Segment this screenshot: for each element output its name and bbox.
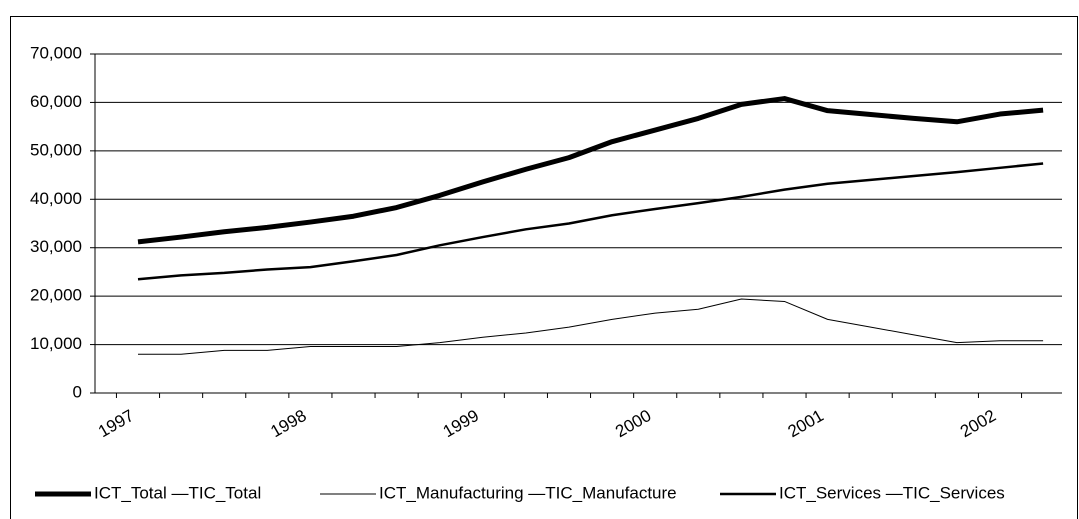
series-line	[138, 298, 1044, 355]
y-tick-label: 60,000	[30, 92, 82, 111]
y-tick-label: 70,000	[30, 43, 82, 62]
legend-label: ICT_Services —TIC_Services	[779, 483, 1005, 502]
legend-label: ICT_Total —TIC_Total	[94, 483, 261, 502]
y-tick-label: 10,000	[30, 334, 82, 353]
y-tick-label: 30,000	[30, 237, 82, 256]
y-tick-label: 20,000	[30, 286, 82, 305]
series-line	[137, 162, 1044, 281]
series-line	[137, 96, 1044, 245]
chart-frame	[10, 16, 1078, 519]
y-tick-label: 40,000	[30, 189, 82, 208]
y-tick-label: 50,000	[30, 140, 82, 159]
y-tick-label: 0	[73, 382, 82, 401]
legend-label: ICT_Manufacturing —TIC_Manufacture	[379, 483, 677, 502]
